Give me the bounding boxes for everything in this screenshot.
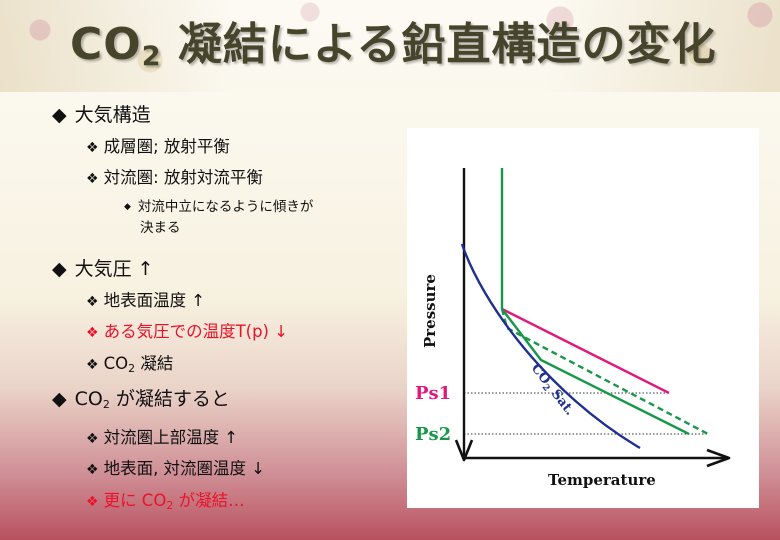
bullet-pressure-up: ◆ 大気圧 ↑ — [52, 258, 154, 280]
four-diamond-bullet-icon: ❖ — [86, 140, 99, 156]
bullet-stratosphere: ❖ 成層圏; 放射平衡 — [86, 137, 230, 156]
temperature-axis-arrow-icon — [706, 448, 731, 468]
four-diamond-bullet-icon: ❖ — [86, 494, 99, 510]
small-diamond-bullet-icon: ◆ — [124, 202, 131, 212]
ps2-troposphere-profile-line — [501, 308, 690, 436]
bullet-upper-trop-temp-up: ❖ 対流圏上部温度 ↑ — [86, 428, 239, 447]
header-decoration — [0, 0, 780, 92]
bullet-atmosphere-structure: ◆ 大気構造 — [52, 104, 151, 126]
bullet-surface-trop-temp-down: ❖ 地表面, 対流圏温度 ↓ — [86, 459, 266, 478]
intermediate-profile-dashed-line — [500, 308, 709, 436]
co2-saturation-label: CO2 Sat. — [526, 361, 577, 419]
vertical-structure-diagram: Pressure Temperature Ps1 Ps2 CO2 Sat. — [415, 168, 731, 489]
ps1-label: Ps1 — [415, 383, 451, 404]
pressure-axis-label: Pressure — [421, 274, 439, 348]
diagram-panel: Pressure Temperature Ps1 Ps2 CO2 Sat. — [407, 128, 759, 508]
bullet-co2-condensation: ❖ CO2 凝結 — [86, 354, 174, 375]
diamond-bullet-icon: ◆ — [52, 258, 67, 280]
four-diamond-bullet-icon: ❖ — [86, 431, 99, 447]
slide-title: CO2 凝結による鉛直構造の変化 — [70, 19, 717, 72]
ps2-label: Ps2 — [415, 424, 451, 445]
four-diamond-bullet-icon: ❖ — [86, 357, 99, 373]
diamond-bullet-icon: ◆ — [52, 104, 67, 126]
four-diamond-bullet-icon: ❖ — [86, 462, 99, 478]
bullet-convective-neutral: ◆ 対流中立になるように傾きが 決まる — [124, 199, 314, 236]
temperature-axis-label: Temperature — [548, 471, 656, 489]
co2-saturation-curve — [460, 243, 641, 450]
four-diamond-bullet-icon: ❖ — [86, 294, 99, 310]
bullet-troposphere: ❖ 対流圏: 放射対流平衡 — [86, 168, 263, 187]
four-diamond-bullet-icon: ❖ — [86, 325, 99, 341]
pressure-axis-arrow-icon — [454, 439, 474, 462]
bullet-when-co2-condenses: ◆ CO2 が凝結すると — [52, 388, 230, 411]
ps1-troposphere-profile-line — [501, 307, 670, 395]
four-diamond-bullet-icon: ❖ — [86, 171, 99, 187]
bullet-temp-at-pressure-down: ❖ ある気圧での温度T(p) ↓ — [86, 322, 289, 341]
bullet-surface-temp-up: ❖ 地表面温度 ↑ — [86, 291, 206, 310]
diamond-bullet-icon: ◆ — [52, 388, 67, 410]
bullet-further-co2-condensation: ❖ 更に CO2 が凝結… — [86, 491, 245, 512]
